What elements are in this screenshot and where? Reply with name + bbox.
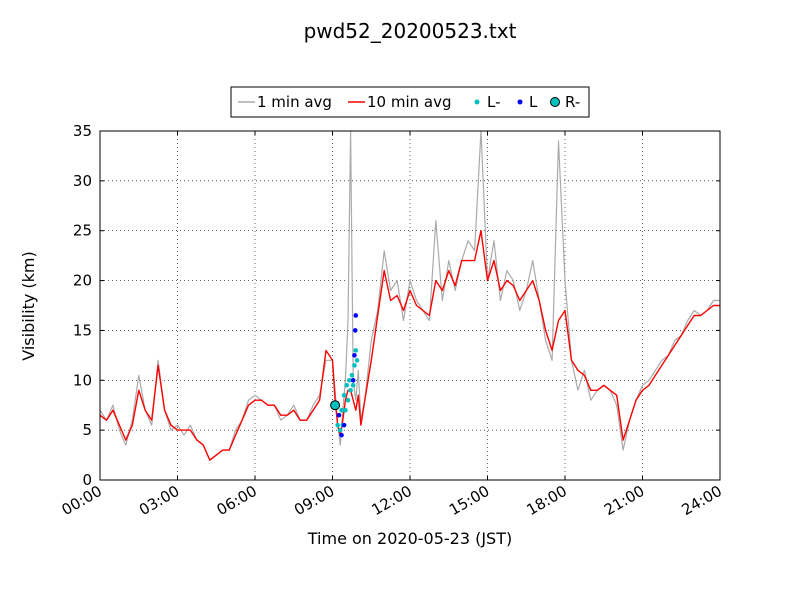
data-point-l [341, 422, 347, 428]
x-tick-label: 24:00 [679, 482, 725, 519]
legend-label-10min: 10 min avg [367, 93, 452, 111]
x-tick-label: 21:00 [601, 482, 647, 519]
y-tick-label: 10 [73, 371, 92, 389]
x-axis-label: Time on 2020-05-23 (JST) [307, 529, 512, 548]
data-point-l [339, 407, 344, 413]
data-point-l [336, 412, 342, 418]
data-point-l [352, 363, 357, 368]
data-point-l [353, 348, 359, 353]
y-tick-label: 20 [73, 272, 92, 290]
legend-box [230, 86, 590, 118]
x-tick-label: 15:00 [446, 482, 492, 519]
y-tick-label: 30 [73, 172, 92, 190]
data-point-l [350, 377, 356, 383]
legend: 1 min avg 10 min avg L- L R- [230, 86, 590, 118]
data-point-r [330, 400, 341, 411]
legend-label-lminus: L- [487, 93, 501, 111]
data-point-l [346, 377, 352, 383]
data-point-l [348, 387, 353, 393]
data-point-l [343, 407, 348, 413]
data-point-l [354, 358, 360, 363]
data-point-l [337, 427, 343, 433]
data-point-l [353, 313, 359, 318]
y-tick-label: 0 [82, 471, 92, 489]
y-axis-label: Visibility (km) [19, 251, 38, 360]
data-point-l [349, 373, 355, 378]
data-point-l [350, 382, 356, 388]
y-tick-label: 25 [73, 222, 92, 240]
y-tick-label: 5 [82, 421, 92, 439]
y-tick-label: 35 [73, 122, 92, 140]
legend-handle-l [517, 99, 523, 105]
data-point-l [335, 422, 340, 428]
legend-handle-rminus [550, 97, 560, 107]
grid [100, 131, 720, 480]
legend-label-l: L [529, 93, 538, 111]
series-layer [99, 130, 720, 461]
data-point-l [339, 432, 344, 438]
legend-label-rminus: R- [565, 93, 580, 111]
y-tick-label: 15 [73, 321, 92, 339]
legend-handle-lminus [474, 99, 480, 105]
data-point-l [352, 328, 358, 333]
series-line-10-min-avg [99, 229, 720, 461]
data-point-l [344, 382, 350, 388]
chart-title: pwd52_20200523.txt [304, 19, 517, 43]
legend-label-1min: 1 min avg [257, 93, 332, 111]
data-point-l [345, 397, 351, 403]
x-tick-label: 12:00 [369, 482, 415, 519]
x-tick-label: 18:00 [524, 482, 570, 519]
x-tick-label: 09:00 [291, 482, 337, 519]
x-tick-label: 03:00 [136, 482, 182, 519]
data-point-l [352, 353, 357, 358]
x-tick-label: 06:00 [214, 482, 260, 519]
data-point-l [341, 392, 347, 398]
